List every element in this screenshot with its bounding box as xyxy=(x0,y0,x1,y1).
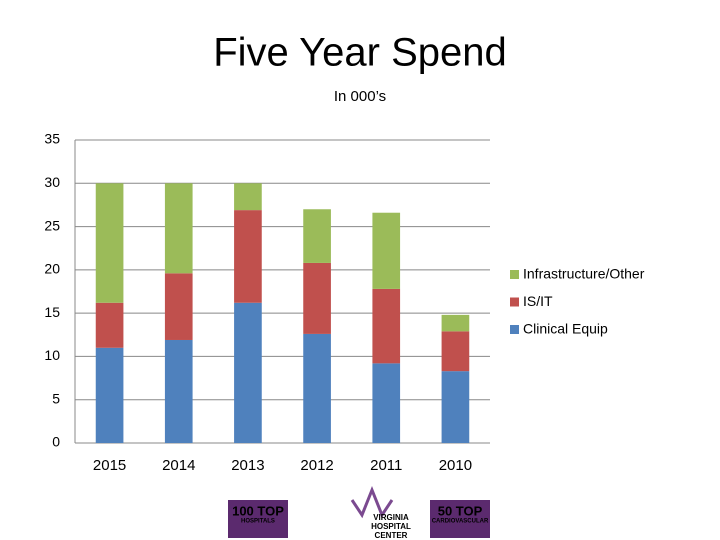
y-tick-label: 0 xyxy=(52,434,60,450)
logo-text: VIRGINIA xyxy=(373,513,409,522)
y-tick-label: 15 xyxy=(44,304,60,320)
x-tick-label: 2010 xyxy=(439,457,472,474)
logo-text: 50 TOP xyxy=(438,503,483,518)
bar-segment xyxy=(372,212,401,289)
x-tick-label: 2014 xyxy=(162,457,195,474)
logo-box xyxy=(430,500,490,538)
legend-swatch xyxy=(510,297,519,307)
legend-label: Clinical Equip xyxy=(523,321,608,337)
y-tick-label: 30 xyxy=(44,174,60,190)
bar-segment xyxy=(234,302,262,443)
legend-label: IS/IT xyxy=(523,293,553,309)
x-tick-label: 2012 xyxy=(300,457,333,474)
logo-emblem xyxy=(350,485,394,519)
x-tick-label: 2013 xyxy=(231,457,264,474)
bar-segment xyxy=(164,339,193,443)
logo-text: 100 TOP xyxy=(232,503,284,518)
bar-segment xyxy=(303,209,331,263)
legend-swatch xyxy=(510,270,519,279)
bar-segment xyxy=(234,183,262,211)
legend-label: Infrastructure/Other xyxy=(523,266,645,282)
logo-text: HOSPITALS xyxy=(241,519,275,525)
bar-segment xyxy=(303,262,331,334)
logo-text: CENTER xyxy=(375,531,408,540)
bar-segment xyxy=(95,183,124,303)
y-tick-label: 20 xyxy=(44,261,60,277)
y-tick-label: 25 xyxy=(44,217,60,233)
bar-segment xyxy=(95,302,124,348)
y-tick-label: 35 xyxy=(44,131,60,147)
bar-segment xyxy=(164,273,193,340)
legend-swatch xyxy=(510,325,519,334)
logo-text: HOSPITAL xyxy=(371,522,411,531)
bar-segment xyxy=(441,314,470,332)
chart-title: Five Year Spend xyxy=(213,31,507,75)
bar-segment xyxy=(164,183,193,274)
x-tick-label: 2015 xyxy=(93,457,126,474)
bar-segment xyxy=(441,331,470,372)
x-tick-label: 2011 xyxy=(370,457,402,474)
y-tick-label: 5 xyxy=(52,390,60,406)
y-tick-label: 10 xyxy=(44,347,60,363)
bar-segment xyxy=(372,363,401,443)
bar-segment xyxy=(303,333,331,443)
logo-text: CARDIOVASCULAR xyxy=(432,519,489,525)
chart-subtitle: In 000’s xyxy=(334,88,386,105)
bar-segment xyxy=(234,210,262,303)
bar-segment xyxy=(372,288,401,364)
bar-segment xyxy=(95,347,124,443)
logo-box xyxy=(228,500,288,538)
bar-segment xyxy=(441,371,470,443)
